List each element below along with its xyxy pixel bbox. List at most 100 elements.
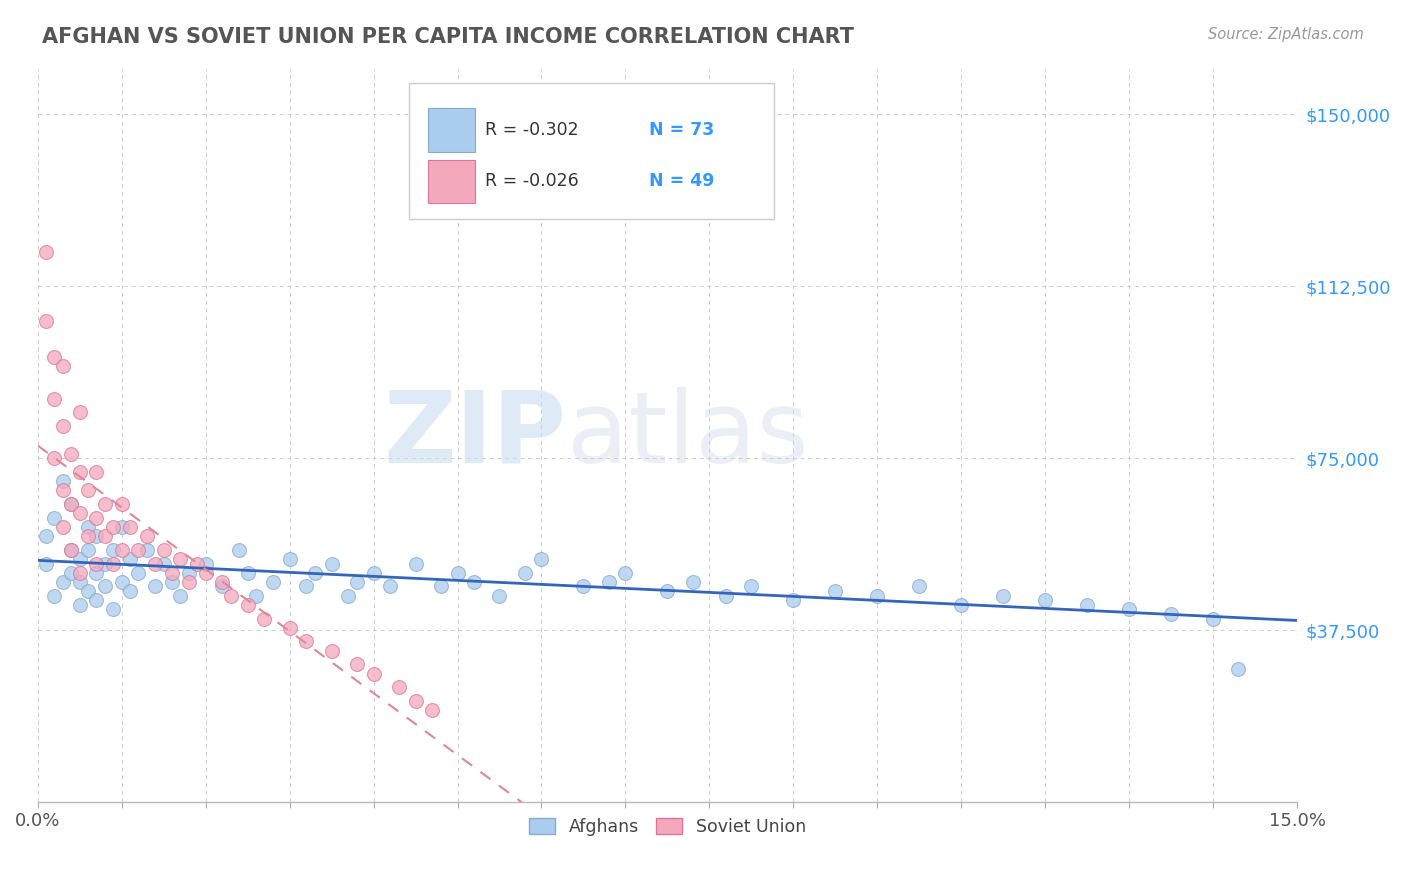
Point: [236, 598, 259, 612]
Point: [446, 566, 468, 580]
Point: [740, 579, 762, 593]
Point: [69, 552, 91, 566]
Point: [380, 579, 402, 593]
Point: [60, 542, 83, 557]
Point: [1033, 593, 1056, 607]
FancyBboxPatch shape: [427, 160, 475, 202]
Point: [152, 557, 174, 571]
Point: [429, 579, 451, 593]
Point: [135, 542, 157, 557]
Point: [211, 579, 233, 593]
Text: N = 49: N = 49: [648, 172, 714, 190]
Point: [405, 557, 427, 571]
Point: [152, 542, 174, 557]
Point: [94, 557, 117, 571]
Point: [60, 566, 83, 580]
Point: [321, 643, 343, 657]
Point: [35, 244, 58, 259]
Point: [103, 557, 125, 571]
Point: [295, 579, 318, 593]
Point: [530, 552, 553, 566]
Point: [488, 589, 510, 603]
Point: [118, 552, 141, 566]
Point: [127, 542, 149, 557]
Point: [169, 552, 191, 566]
Point: [44, 589, 66, 603]
Point: [52, 520, 75, 534]
FancyBboxPatch shape: [427, 108, 475, 152]
Point: [716, 589, 738, 603]
Point: [35, 557, 58, 571]
Point: [111, 520, 134, 534]
Point: [782, 593, 804, 607]
Point: [363, 566, 385, 580]
Point: [169, 589, 191, 603]
Point: [160, 574, 183, 589]
Point: [420, 703, 443, 717]
Point: [103, 602, 125, 616]
FancyBboxPatch shape: [409, 83, 775, 219]
Point: [295, 634, 318, 648]
Point: [52, 574, 75, 589]
Point: [86, 593, 108, 607]
Point: [77, 584, 100, 599]
Point: [1118, 602, 1140, 616]
Point: [211, 574, 233, 589]
Point: [103, 542, 125, 557]
Point: [160, 566, 183, 580]
Point: [77, 529, 100, 543]
Point: [1227, 662, 1250, 676]
Point: [94, 579, 117, 593]
Point: [219, 589, 242, 603]
Point: [35, 313, 58, 327]
Point: [346, 574, 368, 589]
Point: [60, 446, 83, 460]
Point: [657, 584, 679, 599]
Text: ZIP: ZIP: [384, 387, 567, 483]
Point: [194, 557, 217, 571]
Point: [60, 497, 83, 511]
Point: [69, 465, 91, 479]
Point: [278, 621, 301, 635]
Point: [69, 598, 91, 612]
Point: [321, 557, 343, 571]
Point: [69, 506, 91, 520]
Point: [245, 589, 267, 603]
Point: [1076, 598, 1098, 612]
Point: [86, 465, 108, 479]
Point: [111, 497, 134, 511]
Point: [94, 529, 117, 543]
Point: [60, 497, 83, 511]
Text: N = 73: N = 73: [648, 120, 714, 138]
Point: [52, 483, 75, 498]
Point: [682, 574, 704, 589]
Point: [194, 566, 217, 580]
Point: [135, 529, 157, 543]
Point: [111, 542, 134, 557]
Point: [1202, 611, 1225, 625]
Point: [52, 419, 75, 434]
Text: AFGHAN VS SOVIET UNION PER CAPITA INCOME CORRELATION CHART: AFGHAN VS SOVIET UNION PER CAPITA INCOME…: [42, 27, 855, 46]
Point: [253, 611, 276, 625]
Point: [236, 566, 259, 580]
Point: [262, 574, 284, 589]
Point: [337, 589, 360, 603]
Point: [388, 681, 411, 695]
Point: [60, 542, 83, 557]
Point: [118, 584, 141, 599]
Point: [86, 557, 108, 571]
Text: atlas: atlas: [567, 387, 808, 483]
Point: [598, 574, 620, 589]
Text: R = -0.302: R = -0.302: [485, 120, 578, 138]
Point: [993, 589, 1015, 603]
Point: [908, 579, 931, 593]
Point: [111, 574, 134, 589]
Point: [1160, 607, 1182, 621]
Point: [94, 497, 117, 511]
Point: [35, 529, 58, 543]
Point: [127, 566, 149, 580]
Point: [44, 351, 66, 365]
Point: [346, 657, 368, 672]
Point: [177, 574, 200, 589]
Point: [44, 392, 66, 406]
